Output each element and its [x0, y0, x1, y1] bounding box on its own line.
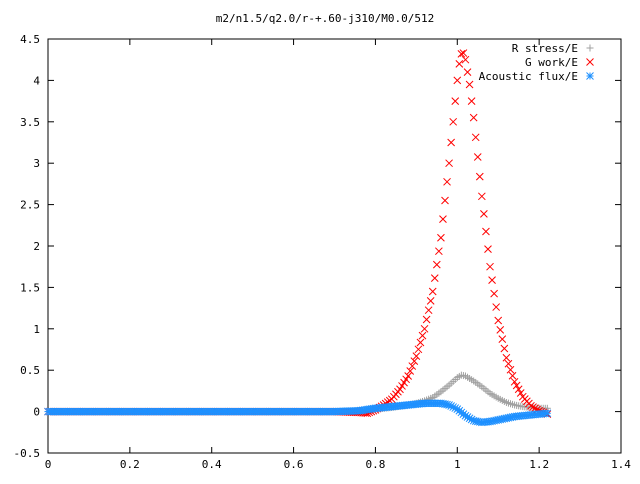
data-point [459, 49, 468, 57]
data-point [420, 324, 429, 333]
data-point [469, 113, 478, 122]
x-tick-label: 1.4 [611, 458, 631, 471]
data-point [445, 159, 453, 168]
y-tick-label: 0.5 [20, 364, 40, 377]
data-point [412, 352, 421, 360]
data-point [455, 59, 464, 68]
chart-title: m2/n1.5/q2.0/r-+.60-j310/M0.0/512 [216, 12, 435, 25]
data-point [432, 260, 441, 269]
data-point [496, 325, 505, 334]
data-point [486, 262, 494, 271]
x-axis: 0 0.2 0.4 0.6 0.8 1 1.2 1.4 [45, 39, 631, 471]
data-point [449, 117, 458, 126]
data-point [512, 381, 521, 390]
data-point [408, 362, 417, 370]
data-point [510, 377, 519, 386]
x-tick-label: 1.2 [529, 458, 549, 471]
data-point [406, 367, 415, 375]
y-tick-label: 3.5 [20, 116, 40, 129]
data-point [516, 389, 525, 397]
data-point [414, 345, 423, 354]
data-point [502, 353, 511, 362]
data-point [441, 196, 449, 205]
x-tick-label: 0.6 [284, 458, 304, 471]
data-point [422, 315, 431, 324]
y-tick-label: 1 [33, 323, 40, 336]
data-point [457, 50, 466, 58]
data-point [492, 303, 501, 311]
data-point [514, 385, 523, 394]
data-point [451, 97, 460, 105]
data-point [504, 359, 513, 368]
y-tick-label: 0 [33, 406, 40, 419]
data-point [500, 344, 509, 353]
data-point [508, 371, 517, 380]
plot-frame [47, 38, 622, 454]
y-axis: -0.5 0 0.5 1 1.5 2 2.5 3 3.5 4 4.5 [14, 33, 621, 460]
data-point [443, 177, 451, 186]
legend-label: Acoustic flux/E [479, 70, 578, 83]
series-2 [44, 399, 552, 427]
data-point [506, 365, 515, 374]
legend-marker [586, 72, 594, 80]
data-point [484, 245, 492, 253]
legend-marker [586, 58, 594, 66]
data-point [480, 210, 488, 218]
data-point [463, 68, 472, 76]
data-point [453, 76, 462, 85]
series-1 [44, 49, 552, 418]
data-point [473, 153, 482, 161]
data-point [447, 138, 455, 147]
data-point [494, 316, 503, 325]
x-tick-label: 1 [454, 458, 461, 471]
data-point [461, 55, 470, 64]
data-point [418, 331, 427, 340]
x-tick-label: 0.8 [365, 458, 385, 471]
data-point [437, 233, 445, 242]
data-point [471, 133, 480, 142]
data-point [477, 192, 486, 201]
x-tick-label: 0 [45, 458, 52, 471]
y-tick-label: 2.5 [20, 199, 40, 212]
data-point [543, 409, 552, 418]
data-point [490, 289, 498, 298]
y-tick-label: -0.5 [14, 447, 41, 460]
data-point [416, 338, 425, 347]
y-tick-label: 1.5 [20, 281, 40, 294]
y-tick-label: 2 [33, 240, 40, 253]
data-point [475, 172, 484, 181]
data-point [498, 335, 507, 344]
y-tick-label: 3 [33, 157, 40, 170]
data-point [527, 401, 535, 410]
data-point [404, 372, 413, 380]
data-point [465, 80, 474, 89]
data-point [410, 357, 419, 365]
data-point [435, 247, 443, 256]
data-point [424, 306, 433, 315]
data-point [430, 274, 439, 282]
x-tick-label: 0.4 [202, 458, 222, 471]
legend-label: G work/E [525, 56, 578, 69]
y-tick-label: 4 [33, 74, 40, 87]
data-point [467, 97, 476, 105]
data-point [488, 276, 496, 285]
data-point [439, 215, 447, 223]
legend-label: R stress/E [512, 42, 578, 55]
data-point [482, 227, 490, 236]
data-point [426, 297, 435, 305]
data-point [529, 403, 537, 411]
x-tick-label: 0.2 [120, 458, 140, 471]
y-tick-label: 4.5 [20, 33, 40, 46]
data-point [531, 404, 539, 413]
legend-marker [586, 44, 594, 52]
data-point [428, 287, 437, 296]
series-layer [44, 49, 552, 427]
